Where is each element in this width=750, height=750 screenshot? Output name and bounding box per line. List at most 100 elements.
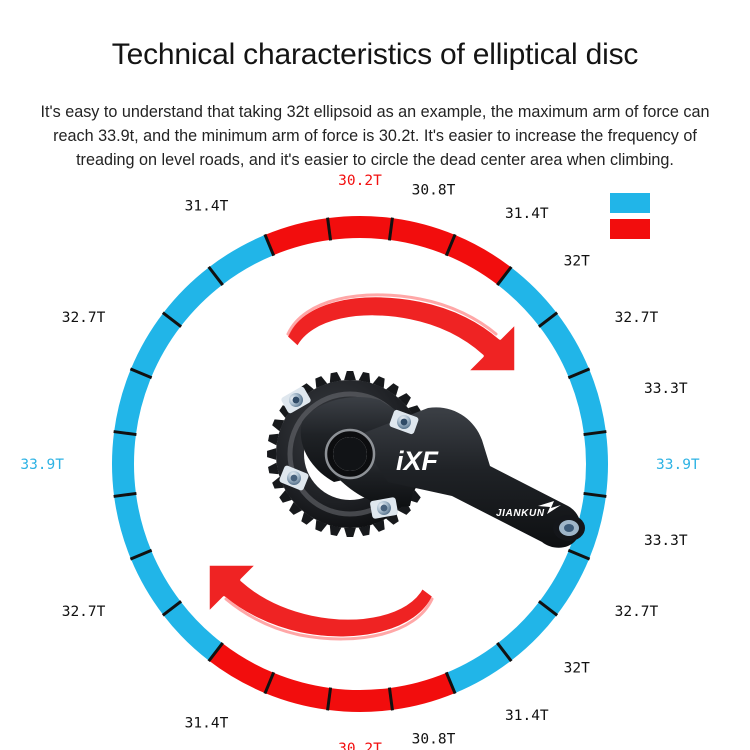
- ring-segment: [130, 550, 181, 615]
- tooth-count-label: 32T: [564, 661, 590, 677]
- ring-segment: [568, 369, 606, 435]
- ring-segment: [446, 234, 511, 285]
- ring-tick: [537, 600, 559, 617]
- tooth-count-label: 33.9T: [20, 457, 64, 473]
- tooth-count-label: 31.4T: [185, 199, 229, 215]
- ring-tick: [263, 233, 276, 257]
- ring-tick: [263, 671, 276, 695]
- chainring-tooth: [329, 372, 342, 383]
- chainring-tooth: [315, 519, 328, 532]
- ring-segment: [209, 234, 274, 285]
- ring-segment: [130, 313, 181, 378]
- tooth-count-label: 32.7T: [615, 310, 659, 326]
- tooth-count-label: 33.9T: [656, 457, 700, 473]
- ring-segment: [497, 601, 557, 661]
- tooth-count-label: 33.3T: [644, 533, 688, 549]
- crank-arm: [300, 396, 581, 548]
- spindle-wordmark: JIANKUN: [496, 508, 545, 519]
- chainring-tooth: [315, 376, 328, 389]
- tooth-count-label: 31.4T: [505, 206, 549, 222]
- ring-tick: [326, 687, 333, 711]
- ring-segment: [114, 369, 152, 435]
- chainring-tooth: [386, 383, 399, 396]
- ring-tick: [326, 217, 333, 241]
- low-leverage-swatch: [610, 219, 650, 239]
- chainring-tooth: [272, 419, 285, 432]
- chainring-tooth: [267, 448, 277, 460]
- ring-label-group: 30.2T 30.8T 31.4T 32T 32.7T 33.3T 33.9T 33.3T 32…: [20, 173, 700, 750]
- tooth-count-label: 32.7T: [62, 310, 106, 326]
- ring-tick: [444, 671, 457, 695]
- chainring-tooth: [272, 476, 285, 489]
- crank-arm-wordmark: iXF: [396, 446, 440, 476]
- tooth-count-label: 30.2T: [338, 173, 382, 189]
- ring-tick: [567, 548, 591, 561]
- ring-tick: [496, 641, 513, 663]
- tooth-count-label: 31.4T: [185, 715, 229, 731]
- page-title: Technical characteristics of elliptical …: [111, 38, 639, 72]
- chainring-bolts: [279, 386, 419, 519]
- ring-tick: [583, 430, 607, 437]
- ring-tick: [207, 641, 224, 663]
- ring-segment: [163, 267, 223, 327]
- ring-segment: [209, 643, 274, 694]
- ring-segment: [389, 218, 455, 256]
- ring-tick: [444, 233, 457, 257]
- rotation-arrow-top: [284, 293, 518, 374]
- ring-segment: [163, 601, 223, 661]
- legend: [610, 193, 654, 245]
- chainring-tooth: [289, 501, 303, 515]
- ring-segment: [568, 493, 606, 559]
- ring-tick: [207, 265, 224, 287]
- tooth-count-label: 32T: [564, 253, 590, 269]
- ring-tick: [129, 548, 153, 561]
- ring-tick: [387, 687, 394, 711]
- ring-tick: [387, 217, 394, 241]
- chainring-tooth: [344, 371, 356, 381]
- ring-tick: [567, 367, 591, 380]
- brand-swoosh-icon: [538, 501, 561, 514]
- tooth-count-label: 30.8T: [412, 731, 456, 747]
- tooth-count-label: 31.4T: [505, 708, 549, 724]
- tooth-count-label: 33.3T: [644, 381, 688, 397]
- chainring-tooth: [386, 512, 399, 525]
- ring-segment: [446, 643, 511, 694]
- chainring-tooth: [397, 393, 411, 407]
- ring-segment: [327, 216, 393, 240]
- chainring-tooth: [408, 405, 421, 418]
- chainring-tooth: [268, 462, 279, 475]
- tooth-count-label: 32.7T: [62, 604, 106, 620]
- ring-tick: [537, 311, 559, 328]
- ring-tick: [583, 491, 607, 498]
- ring-tick: [161, 600, 183, 617]
- ring-segment: [265, 672, 331, 710]
- ring-segment: [112, 431, 136, 497]
- tooth-count-label: 30.2T: [338, 741, 382, 750]
- pedal-spindle: [553, 515, 585, 541]
- chainring-tooth: [329, 525, 342, 536]
- ring-segment: [539, 313, 590, 378]
- ring-tick-group: [113, 217, 607, 711]
- ring-tick: [129, 367, 153, 380]
- chainring-tooth: [358, 525, 371, 536]
- chainring-tooth: [301, 512, 314, 525]
- chainring-tooth: [372, 519, 385, 532]
- ring-segment: [389, 672, 455, 710]
- chainring-tooth: [268, 433, 279, 446]
- ring-segment: [114, 493, 152, 559]
- chainring-tooth: [279, 490, 292, 503]
- ring-segment: [584, 431, 608, 497]
- ring-segment: [265, 218, 331, 256]
- tooth-count-label: 32.7T: [615, 604, 659, 620]
- chainring-tooth: [344, 527, 356, 537]
- chainring-teeth: [267, 371, 433, 537]
- rotation-arrow-bottom: [206, 562, 436, 641]
- ring-segment: [539, 550, 590, 615]
- ring-tick: [161, 311, 183, 328]
- ring-tick: [113, 430, 137, 437]
- ring-tick: [113, 491, 137, 498]
- ring-segment: [327, 688, 393, 712]
